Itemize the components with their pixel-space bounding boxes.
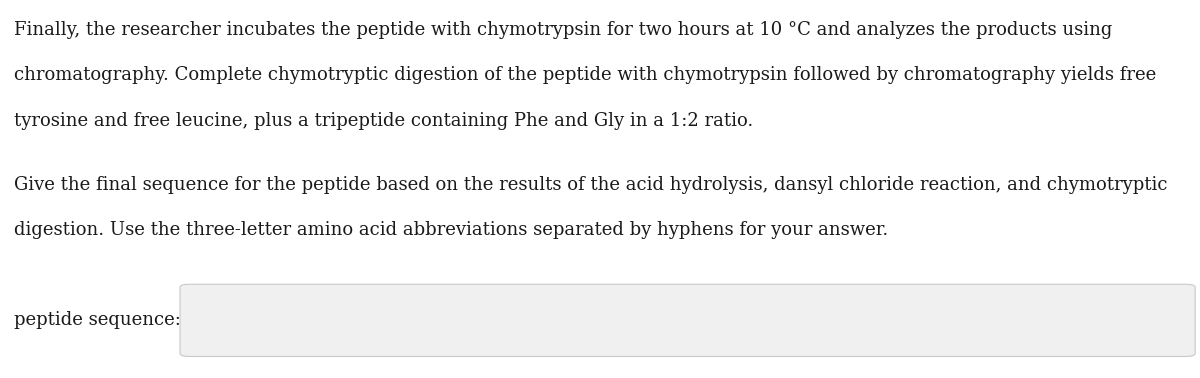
Text: Finally, the researcher incubates the peptide with chymotrypsin for two hours at: Finally, the researcher incubates the pe… bbox=[14, 21, 1112, 39]
Text: digestion. Use the three-letter amino acid abbreviations separated by hyphens fo: digestion. Use the three-letter amino ac… bbox=[14, 221, 889, 239]
Text: chromatography. Complete chymotryptic digestion of the peptide with chymotrypsin: chromatography. Complete chymotryptic di… bbox=[14, 66, 1157, 84]
FancyBboxPatch shape bbox=[180, 284, 1195, 356]
Text: Give the final sequence for the peptide based on the results of the acid hydroly: Give the final sequence for the peptide … bbox=[14, 176, 1168, 194]
Text: peptide sequence:: peptide sequence: bbox=[14, 311, 181, 329]
Text: tyrosine and free leucine, plus a tripeptide containing Phe and Gly in a 1:2 rat: tyrosine and free leucine, plus a tripep… bbox=[14, 112, 754, 130]
